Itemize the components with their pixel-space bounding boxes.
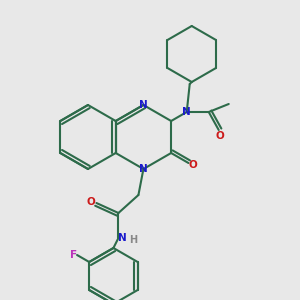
Text: N: N <box>139 164 148 174</box>
Text: N: N <box>182 107 191 117</box>
Text: O: O <box>215 131 224 141</box>
Text: O: O <box>188 160 197 170</box>
Text: N: N <box>118 233 127 243</box>
Text: O: O <box>86 197 95 207</box>
Text: N: N <box>139 100 148 110</box>
Text: H: H <box>129 235 137 245</box>
Text: F: F <box>70 250 78 260</box>
